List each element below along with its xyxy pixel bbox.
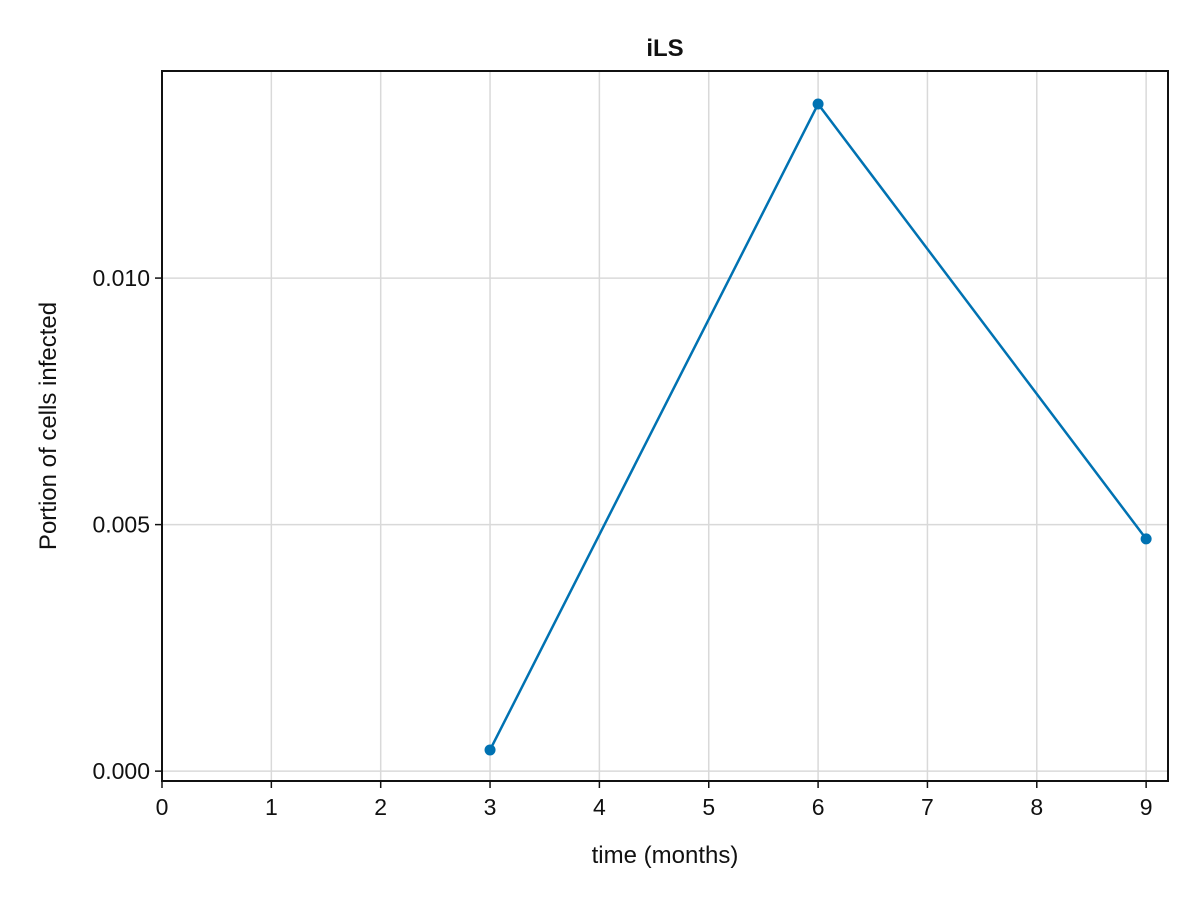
x-axis-label: time (months) [592, 842, 739, 869]
y-tick-label: 0.005 [92, 512, 150, 538]
x-tick-label: 0 [156, 794, 169, 820]
x-tick-label: 2 [374, 794, 387, 820]
x-tick-label: 7 [921, 794, 934, 820]
data-point [812, 98, 824, 110]
y-tick-label: 0.000 [92, 758, 150, 784]
chart-title: iLS [646, 35, 683, 62]
x-tick-label: 8 [1030, 794, 1043, 820]
y-axis-ticks: 0.000 0.005 0.010 [92, 265, 162, 784]
plot-frame [161, 70, 1169, 782]
grid [161, 71, 1168, 781]
data-point [484, 744, 496, 756]
x-tick-label: 3 [484, 794, 497, 820]
data-point [1140, 533, 1152, 545]
x-tick-label: 5 [702, 794, 715, 820]
x-tick-label: 9 [1140, 794, 1153, 820]
y-tick-label: 0.010 [92, 265, 150, 291]
x-tick-label: 6 [812, 794, 825, 820]
series-layer [484, 98, 1152, 756]
x-tick-label: 1 [265, 794, 278, 820]
x-axis-ticks: 0 1 2 3 4 5 6 7 8 9 [156, 781, 1153, 820]
y-axis-label: Portion of cells infected [35, 302, 62, 550]
x-tick-label: 4 [593, 794, 606, 820]
